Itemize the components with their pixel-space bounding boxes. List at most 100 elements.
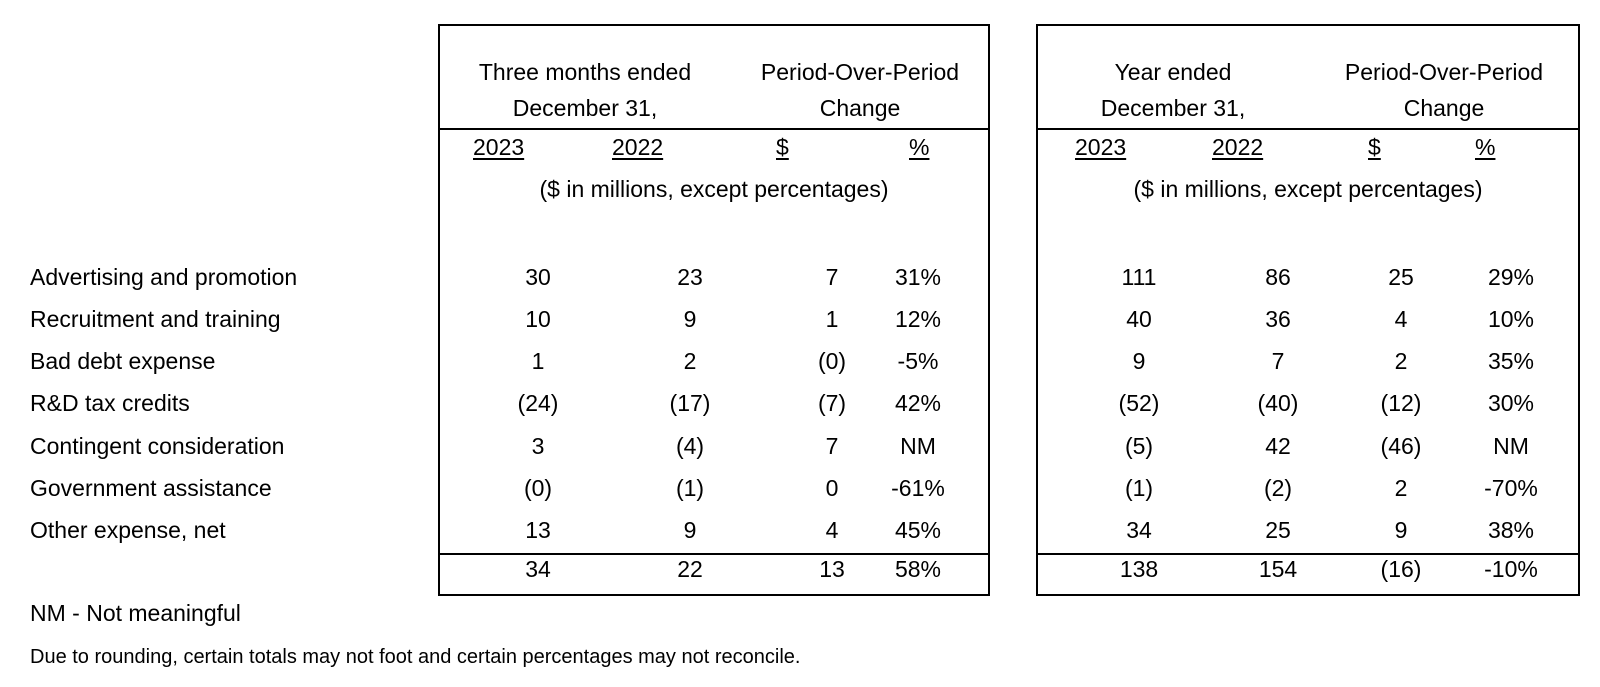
cell-y-2023: (52) <box>1118 390 1160 416</box>
total-y-2022: 154 <box>1258 556 1298 582</box>
cell-y-dollar-change: (46) <box>1380 433 1422 459</box>
col-header-pct: % <box>1475 134 1496 160</box>
year-table: Year ended December 31, Period-Over-Peri… <box>1036 24 1580 596</box>
total-q-dollar-change: 13 <box>819 556 845 582</box>
change-header-line2: Change <box>1403 95 1485 121</box>
cell-y-2023: (5) <box>1124 433 1154 459</box>
cell-q-2023: 1 <box>531 348 545 374</box>
change-header-line2: Change <box>819 95 901 121</box>
total-q-pct-change: 58% <box>894 556 942 582</box>
footnote-rounding: Due to rounding, certain totals may not … <box>30 646 801 668</box>
cell-y-pct-change: 38% <box>1487 517 1535 543</box>
change-header-line1: Period-Over-Period <box>760 59 960 85</box>
change-header: Period-Over-Period Change <box>1308 54 1580 126</box>
cell-y-2023: (1) <box>1124 475 1154 501</box>
total-y-dollar-change: (16) <box>1380 556 1422 582</box>
three-months-table: Three months ended December 31, Period-O… <box>438 24 990 596</box>
period-header: Three months ended December 31, <box>440 54 730 126</box>
cell-y-pct-change: 35% <box>1487 348 1535 374</box>
row-label: R&D tax credits <box>30 390 190 416</box>
cell-q-2022: (4) <box>675 433 705 459</box>
total-q-2023: 34 <box>525 556 551 582</box>
cell-q-2022: 23 <box>677 264 703 290</box>
cell-q-pct-change: 45% <box>894 517 942 543</box>
period-header-line2: December 31, <box>1100 95 1246 121</box>
cell-y-dollar-change: 4 <box>1394 306 1408 332</box>
period-header-line1: Year ended <box>1114 59 1232 85</box>
change-header: Period-Over-Period Change <box>730 54 990 126</box>
cell-y-dollar-change: 2 <box>1394 348 1408 374</box>
change-header-line1: Period-Over-Period <box>1344 59 1544 85</box>
cell-y-pct-change: -70% <box>1484 475 1538 501</box>
header-divider <box>440 128 988 130</box>
cell-q-2023: (24) <box>517 390 559 416</box>
cell-y-dollar-change: 9 <box>1394 517 1408 543</box>
row-label: Bad debt expense <box>30 348 216 374</box>
cell-q-2023: 30 <box>525 264 551 290</box>
cell-y-pct-change: 10% <box>1487 306 1535 332</box>
cell-q-dollar-change: 0 <box>825 475 839 501</box>
cell-y-2023: 34 <box>1126 517 1152 543</box>
cell-y-2022: (2) <box>1263 475 1293 501</box>
cell-q-pct-change: 31% <box>894 264 942 290</box>
total-y-pct-change: -10% <box>1484 556 1538 582</box>
cell-q-2023: 10 <box>525 306 551 332</box>
total-divider <box>1038 553 1578 555</box>
cell-q-dollar-change: 7 <box>825 264 839 290</box>
cell-y-dollar-change: 2 <box>1394 475 1408 501</box>
total-y-2023: 138 <box>1119 556 1159 582</box>
cell-q-2022: (1) <box>675 475 705 501</box>
cell-y-2022: 86 <box>1265 264 1291 290</box>
cell-q-2023: 13 <box>525 517 551 543</box>
cell-q-2023: 3 <box>531 433 545 459</box>
cell-y-2022: (40) <box>1257 390 1299 416</box>
cell-q-2022: 9 <box>683 306 697 332</box>
cell-y-2022: 36 <box>1265 306 1291 332</box>
cell-y-2023: 40 <box>1126 306 1152 332</box>
period-header: Year ended December 31, <box>1038 54 1308 126</box>
cell-q-dollar-change: 1 <box>825 306 839 332</box>
col-header-dollar: $ <box>776 134 789 160</box>
cell-y-pct-change: 30% <box>1487 390 1535 416</box>
cell-y-2023: 9 <box>1132 348 1146 374</box>
unit-note: ($ in millions, except percentages) <box>539 176 889 202</box>
unit-note: ($ in millions, except percentages) <box>1133 176 1483 202</box>
cell-q-pct-change: 12% <box>894 306 942 332</box>
cell-y-dollar-change: (12) <box>1380 390 1422 416</box>
total-divider <box>440 553 988 555</box>
row-label: Contingent consideration <box>30 433 285 459</box>
col-header-2023: 2023 <box>1075 134 1127 160</box>
cell-q-pct-change: -61% <box>891 475 945 501</box>
cell-y-2022: 25 <box>1265 517 1291 543</box>
col-header-2022: 2022 <box>612 134 664 160</box>
col-header-2022: 2022 <box>1212 134 1264 160</box>
cell-q-dollar-change: (7) <box>817 390 847 416</box>
col-header-2023: 2023 <box>473 134 525 160</box>
footnote-nm: NM - Not meaningful <box>30 600 241 626</box>
cell-q-dollar-change: 7 <box>825 433 839 459</box>
cell-q-2023: (0) <box>523 475 553 501</box>
header-divider <box>1038 128 1578 130</box>
row-label: Recruitment and training <box>30 306 281 332</box>
cell-y-pct-change: NM <box>1493 433 1529 459</box>
period-header-line1: Three months ended <box>478 59 692 85</box>
cell-q-2022: (17) <box>669 390 711 416</box>
cell-y-dollar-change: 25 <box>1388 264 1414 290</box>
col-header-dollar: $ <box>1368 134 1381 160</box>
cell-q-dollar-change: 4 <box>825 517 839 543</box>
row-label: Government assistance <box>30 475 272 501</box>
total-q-2022: 22 <box>677 556 703 582</box>
cell-q-2022: 2 <box>683 348 697 374</box>
period-header-line2: December 31, <box>512 95 658 121</box>
cell-y-2023: 111 <box>1121 264 1157 290</box>
cell-q-pct-change: 42% <box>894 390 942 416</box>
cell-y-2022: 42 <box>1265 433 1291 459</box>
cell-y-2022: 7 <box>1271 348 1285 374</box>
cell-y-pct-change: 29% <box>1487 264 1535 290</box>
row-label: Advertising and promotion <box>30 264 298 290</box>
cell-q-2022: 9 <box>683 517 697 543</box>
cell-q-pct-change: -5% <box>897 348 939 374</box>
col-header-pct: % <box>909 134 930 160</box>
row-label: Other expense, net <box>30 517 226 543</box>
cell-q-dollar-change: (0) <box>817 348 847 374</box>
